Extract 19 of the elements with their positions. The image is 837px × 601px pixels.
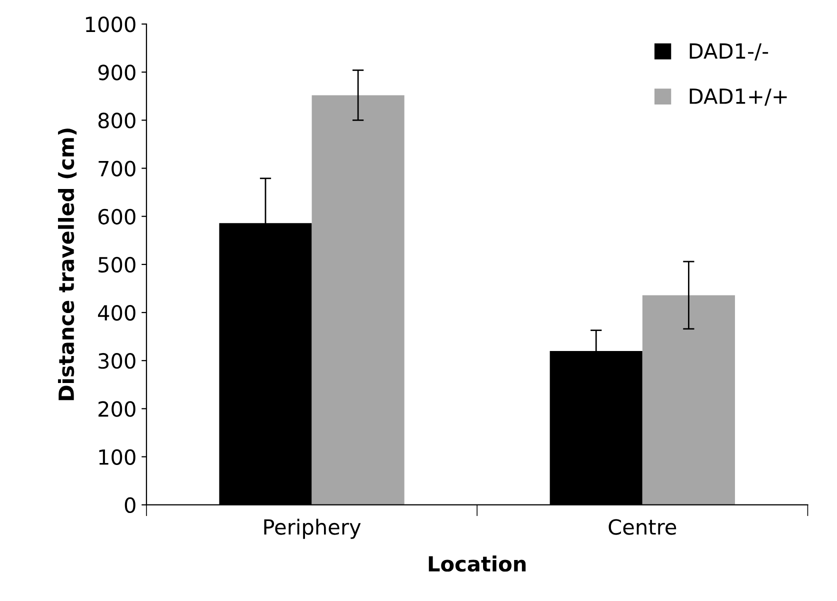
y-axis-title: Distance travelled (cm) <box>58 128 77 400</box>
y-tick-label: 400 <box>98 304 136 321</box>
y-tick-label: 0 <box>124 497 136 514</box>
y-tick-label: 600 <box>98 208 136 225</box>
bar <box>312 95 404 505</box>
y-tick-label: 800 <box>98 112 136 128</box>
x-tick-label: Centre <box>608 519 676 535</box>
y-tick-label: 900 <box>98 64 136 80</box>
bar <box>642 295 735 505</box>
legend-label: DAD1-/- <box>690 43 768 61</box>
y-tick-label: 700 <box>98 160 136 176</box>
y-tick-label: 1000 <box>86 16 136 32</box>
y-tick-label: 200 <box>98 401 136 417</box>
x-tick-label: Periphery <box>264 518 361 539</box>
y-tick-label: 300 <box>98 353 136 369</box>
y-tick-label: 500 <box>98 256 136 273</box>
x-axis-title: Location <box>428 556 526 572</box>
legend-label: DAD1+/+ <box>690 88 787 106</box>
y-tick-label: 100 <box>99 449 136 465</box>
